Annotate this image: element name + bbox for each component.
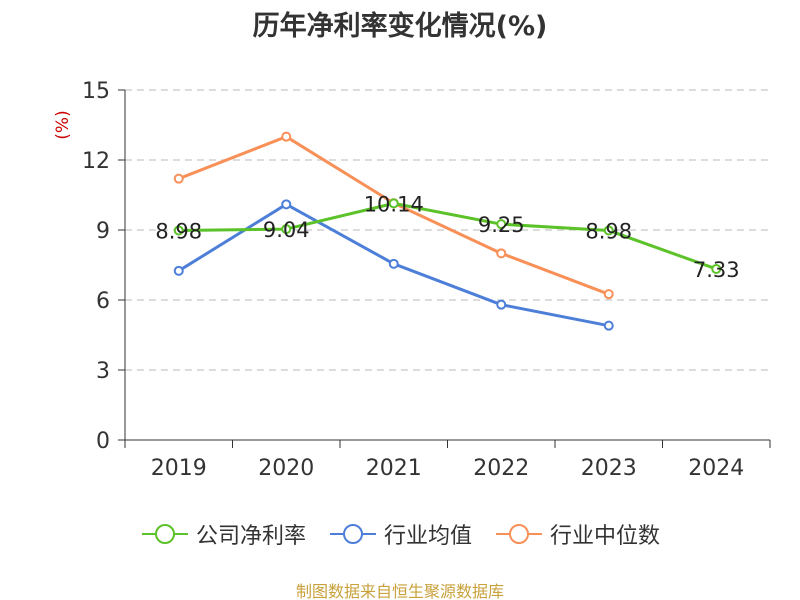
data-point bbox=[173, 225, 184, 236]
legend-label: 行业均值 bbox=[383, 524, 472, 549]
x-tick-label: 2022 bbox=[473, 456, 529, 481]
data-point bbox=[603, 289, 614, 300]
legend-item: 行业均值 bbox=[328, 518, 472, 550]
legend-label: 行业中位数 bbox=[550, 524, 661, 549]
data-label: 8.98 bbox=[155, 219, 202, 243]
data-label: 9.04 bbox=[263, 218, 310, 242]
y-tick-label: 6 bbox=[96, 289, 110, 314]
data-point bbox=[496, 248, 507, 259]
y-tick-label: 0 bbox=[96, 429, 110, 454]
series-line bbox=[178, 201, 717, 271]
legend-swatch bbox=[496, 524, 542, 544]
y-tick-label: 12 bbox=[82, 149, 110, 174]
chart-title: 历年净利率变化情况(%) bbox=[252, 11, 548, 42]
data-point bbox=[496, 299, 507, 310]
x-tick-label: 2020 bbox=[258, 456, 314, 481]
x-tick-label: 2024 bbox=[688, 456, 744, 481]
y-tick-label: 9 bbox=[96, 219, 110, 244]
data-point bbox=[173, 265, 184, 276]
data-label: 7.33 bbox=[693, 258, 740, 282]
data-point bbox=[388, 258, 399, 269]
legend-swatch bbox=[329, 524, 376, 544]
x-tick-label: 2019 bbox=[151, 456, 207, 481]
legend-swatch bbox=[141, 524, 188, 544]
legend: 公司净利率 行业均值 行业中位数 bbox=[0, 518, 800, 550]
data-point bbox=[281, 199, 292, 210]
data-point bbox=[603, 320, 614, 331]
data-point bbox=[496, 219, 507, 230]
y-tick-label: 15 bbox=[82, 79, 110, 104]
legend-item: 行业中位数 bbox=[494, 518, 660, 550]
legend-item: 公司净利率 bbox=[140, 518, 306, 550]
source-note: 制图数据来自恒生聚源数据库 bbox=[295, 582, 504, 600]
data-label: 8.98 bbox=[585, 219, 632, 243]
y-axis-label: (%) bbox=[53, 110, 73, 139]
y-tick-label: 3 bbox=[96, 359, 110, 384]
x-tick-label: 2023 bbox=[581, 456, 637, 481]
data-point bbox=[603, 225, 614, 236]
data-point bbox=[281, 224, 292, 235]
data-point bbox=[173, 173, 184, 184]
data-label: 10.14 bbox=[364, 192, 424, 216]
data-label: 9.25 bbox=[478, 213, 525, 237]
x-tick-label: 2021 bbox=[366, 456, 422, 481]
data-point bbox=[388, 198, 399, 209]
data-point bbox=[281, 131, 292, 142]
legend-label: 公司净利率 bbox=[195, 524, 306, 549]
data-point bbox=[711, 263, 722, 274]
